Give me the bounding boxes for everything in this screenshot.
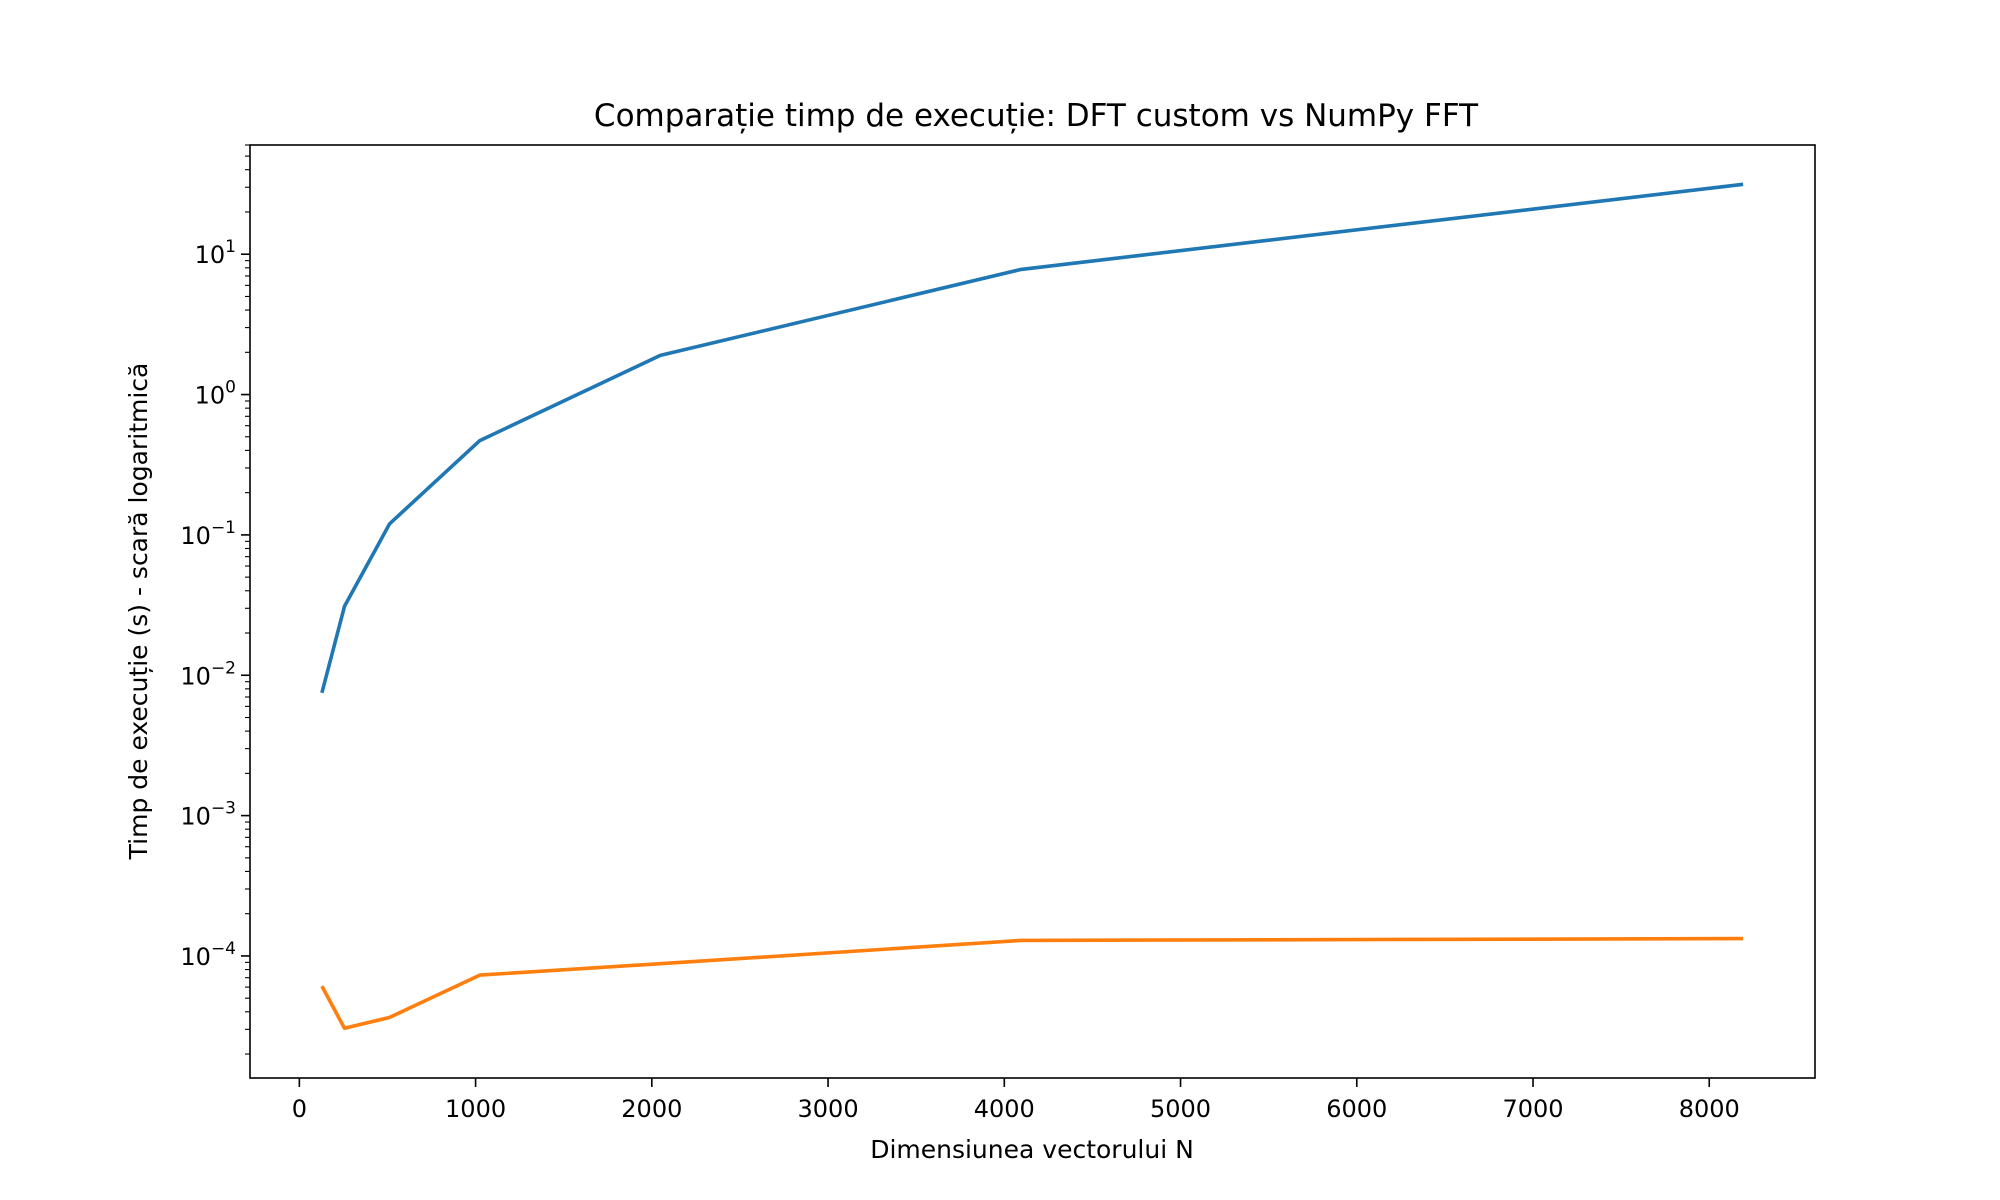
axes-frame: [249, 144, 1816, 1079]
series-line-2: [320, 936, 1744, 1031]
x-tick-label: 1000: [445, 1095, 506, 1123]
y-tick-label: 10−2: [180, 658, 236, 690]
x-tick-label: 0: [292, 1095, 307, 1123]
x-tick-label: 6000: [1326, 1095, 1387, 1123]
x-tick-label: 7000: [1502, 1095, 1563, 1123]
x-axis-label: Dimensiunea vectorului N: [870, 1135, 1194, 1164]
y-tick-label: 10−1: [180, 518, 236, 550]
x-tick-label: 5000: [1150, 1095, 1211, 1123]
y-axis: 10−4 10−3 10−2 10−1 100 101: [180, 144, 250, 1055]
plot-area: [320, 182, 1744, 1031]
chart-title: Comparație timp de execuție: DFT custom …: [594, 98, 1479, 134]
x-tick-label: 3000: [798, 1095, 859, 1123]
x-tick-label: 8000: [1679, 1095, 1740, 1123]
x-tick-label: 2000: [621, 1095, 682, 1123]
x-tick-label: 4000: [974, 1095, 1035, 1123]
y-axis-label: Timp de execuție (s) - scară logaritmică: [124, 363, 153, 861]
x-axis: 0 1000 2000 3000 4000 5000 6000 7000 8000: [292, 1078, 1740, 1123]
y-tick-label: 10−3: [180, 799, 236, 831]
series-line-1: [320, 182, 1744, 694]
y-tick-label: 100: [195, 378, 236, 410]
y-tick-label: 101: [195, 237, 236, 269]
y-tick-label: 10−4: [180, 939, 236, 971]
